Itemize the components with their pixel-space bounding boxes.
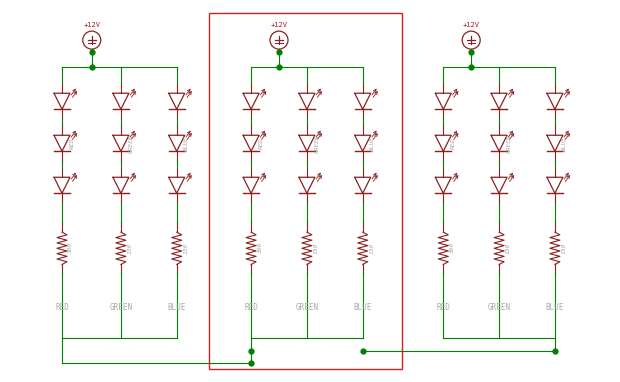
Text: +12V: +12V (83, 22, 100, 28)
Text: BLUE: BLUE (562, 136, 567, 151)
Text: GREEN: GREEN (507, 134, 511, 153)
Text: BLUE: BLUE (370, 136, 375, 151)
Text: BLUE: BLUE (167, 303, 186, 312)
Text: GREEN: GREEN (295, 303, 319, 312)
Text: RED: RED (451, 138, 456, 149)
Text: GREEN: GREEN (128, 134, 133, 153)
Text: BLUE: BLUE (546, 303, 564, 312)
Text: 300: 300 (68, 243, 74, 254)
Text: 300: 300 (257, 243, 263, 254)
Text: RED: RED (69, 138, 74, 149)
Text: GREEN: GREEN (487, 303, 511, 312)
Text: 130: 130 (313, 243, 319, 254)
Text: RED: RED (436, 303, 450, 312)
Text: GREEN: GREEN (314, 134, 319, 153)
Text: 130: 130 (505, 243, 511, 254)
Text: 130: 130 (369, 243, 374, 254)
Text: 300: 300 (450, 243, 455, 254)
Text: +12V: +12V (270, 22, 288, 28)
Bar (209, 13, 402, 369)
Text: 130: 130 (561, 243, 567, 254)
Text: RED: RED (244, 303, 258, 312)
Text: +12V: +12V (463, 22, 480, 28)
Text: 130: 130 (127, 243, 133, 254)
Text: BLUE: BLUE (184, 136, 189, 151)
Text: RED: RED (55, 303, 69, 312)
Text: RED: RED (259, 138, 263, 149)
Text: BLUE: BLUE (353, 303, 372, 312)
Text: 130: 130 (183, 243, 188, 254)
Text: GREEN: GREEN (109, 303, 133, 312)
